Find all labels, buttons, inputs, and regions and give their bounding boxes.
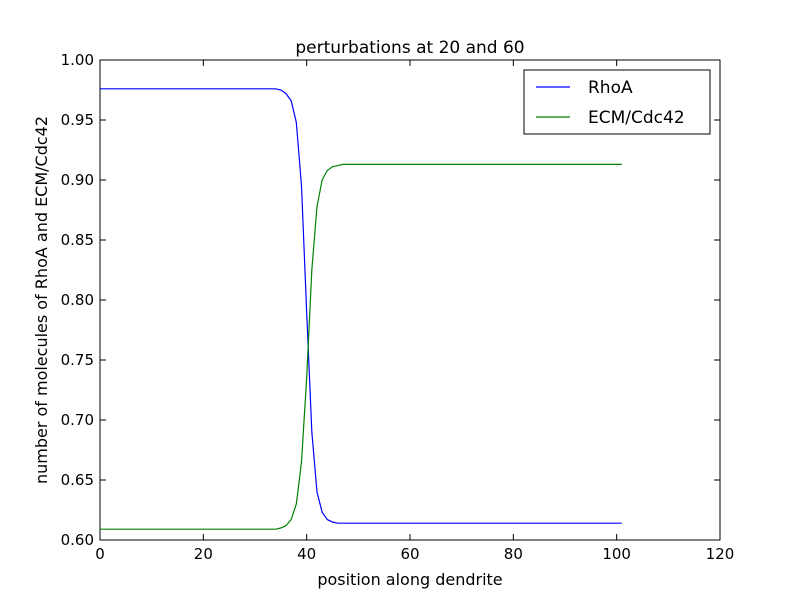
chart-title: perturbations at 20 and 60 (295, 38, 524, 58)
legend-box (523, 69, 711, 135)
y-tick-label: 0.90 (61, 171, 94, 189)
x-tick-label: 40 (297, 545, 316, 563)
legend-label: RhoA (588, 78, 633, 98)
y-tick-label: 0.65 (61, 471, 94, 489)
y-tick-label: 0.80 (61, 291, 94, 309)
x-tick-label: 20 (194, 545, 213, 563)
x-tick-label: 60 (400, 545, 419, 563)
series-line-rhoa (100, 88, 622, 524)
y-tick-label: 0.75 (61, 351, 94, 369)
x-tick-label: 120 (706, 545, 735, 563)
y-tick-label: 0.70 (61, 411, 94, 429)
y-tick-label: 0.85 (61, 231, 94, 249)
legend: RhoA ECM/Cdc42 (523, 69, 711, 135)
y-tick-label: 1.00 (61, 51, 94, 69)
series-line-ecm-cdc42 (100, 163, 622, 530)
y-axis-ticks: 0.60 0.65 0.70 0.75 0.80 0.85 0.90 0.95 1.00 (61, 51, 720, 549)
x-tick-label: 100 (602, 545, 631, 563)
y-tick-label: 0.60 (61, 531, 94, 549)
x-axis-ticks: 0 20 40 60 80 100 120 (95, 60, 734, 563)
legend-label: ECM/Cdc42 (588, 108, 685, 128)
series-layer (100, 88, 622, 530)
x-axis-label: position along dendrite (317, 570, 502, 589)
y-axis-label: number of molecules of RhoA and ECM/Cdc4… (32, 116, 51, 484)
x-tick-label: 80 (504, 545, 523, 563)
y-tick-label: 0.95 (61, 111, 94, 129)
x-tick-label: 0 (95, 545, 105, 563)
